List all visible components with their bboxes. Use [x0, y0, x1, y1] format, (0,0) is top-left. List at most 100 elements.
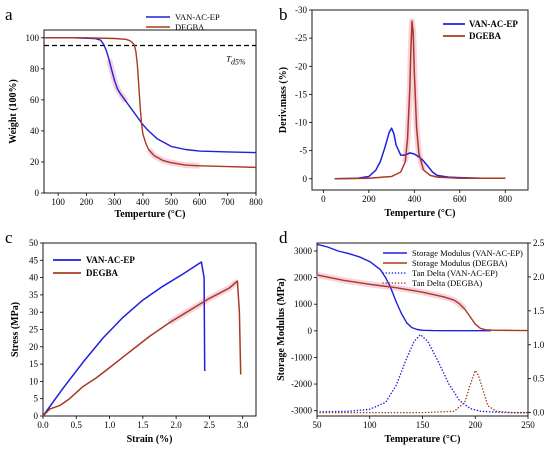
legend-label-a-1: DEGBA: [175, 22, 205, 32]
series-line-d-tan-delta-degba-: [316, 369, 529, 414]
x-tick-label-a: 500: [164, 197, 178, 207]
x-tick-label-a: 100: [51, 197, 65, 207]
legend-label-d-1: Storage Modulus (DEGBA): [412, 258, 508, 268]
y-axis-title-b: Deriv.mass (%): [278, 67, 289, 133]
panel-label-a: a: [5, 5, 13, 24]
y-tick-label-a: 20: [30, 157, 40, 167]
x-tick-label-c: 1.0: [104, 420, 116, 430]
x-tick-label-c: 2.0: [171, 420, 183, 430]
axes-frame-b: [311, 9, 529, 191]
x-tick-label-b: 0: [321, 194, 326, 204]
y-tick-label-b: 0: [303, 174, 308, 184]
x-tick-label-c: 0.0: [37, 420, 49, 430]
axes-frame-c: [42, 242, 257, 417]
y-tick-label-a: 0: [35, 188, 40, 198]
x-tick-label-d: 250: [521, 420, 535, 430]
x-tick-label-a: 300: [108, 197, 122, 207]
y-tick-label-b: -30: [295, 5, 307, 15]
panel-label-d: d: [279, 228, 288, 247]
y-tick-label-c: 5: [34, 394, 39, 404]
x-tick-label-d: 100: [363, 420, 377, 430]
y-tick-label-c: 20: [29, 342, 39, 352]
y-tick-label-c: 35: [29, 290, 39, 300]
x-tick-label-a: 600: [193, 197, 207, 207]
x-axis-title-d: Temperature (°C): [385, 434, 461, 445]
y2-tick-label-d: 2.0: [533, 272, 545, 282]
series-highlight-b: [402, 18, 427, 171]
x-tick-label-a: 700: [221, 197, 235, 207]
y-axis-title-c: Stress (MPa): [10, 302, 21, 357]
legend-label-a-0: VAN-AC-EP: [175, 12, 220, 22]
x-axis-title-b: Temperture (°C): [385, 208, 456, 219]
chart-panel-d: 50 100 150 200 250 -3000 -2000 -1000 0 1000 2000 30…: [276, 238, 545, 445]
x-tick-label-b: 400: [408, 194, 422, 204]
y-tick-label-b: -25: [295, 33, 307, 43]
x-axis-title-c: Strain (%): [127, 434, 173, 445]
x-tick-label-c: 3.0: [237, 420, 249, 430]
legend-label-d-2: Tan Delta (VAN-AC-EP): [412, 268, 498, 278]
y-tick-label-c: 10: [29, 376, 39, 386]
y-tick-label-b: -10: [295, 118, 307, 128]
y-tick-label-b: -20: [295, 61, 307, 71]
legend-label-c-0: VAN-AC-EP: [86, 255, 135, 265]
y-tick-label-c: 25: [29, 325, 39, 335]
x-tick-label-b: 200: [362, 194, 376, 204]
y-tick-label-c: 0: [34, 411, 39, 421]
series-line-d-storage-modulus-degba-: [316, 274, 529, 332]
panel-label-c: c: [5, 228, 13, 247]
y-tick-label-d: -3000: [291, 406, 312, 416]
y-tick-label-d: 2000: [294, 273, 313, 283]
y-tick-label-a: 80: [30, 64, 40, 74]
y-tick-label-a: 40: [30, 126, 40, 136]
y-tick-label-b: -5: [300, 146, 308, 156]
x-axis-title-a: Temperture (°C): [115, 209, 186, 220]
legend-label-b-1: DGEBA: [469, 31, 502, 41]
y-tick-label-d: 3000: [294, 246, 313, 256]
legend-label-c-1: DEGBA: [86, 268, 119, 278]
series-highlight-a: [106, 58, 129, 104]
chart-panel-b: 0 200 400 600 800 0 -5 -10 -15 -20 -25 -30 Tempertur…: [278, 5, 529, 219]
x-tick-label-a: 400: [136, 197, 150, 207]
y-tick-label-a: 100: [26, 33, 40, 43]
series-line-c-degba: [42, 280, 242, 417]
series-line-c-van-ac-ep: [42, 261, 206, 417]
y-tick-label-d: 0: [308, 326, 313, 336]
x-tick-label-d: 150: [416, 420, 430, 430]
x-tick-label-c: 1.5: [137, 420, 149, 430]
y-tick-label-c: 30: [29, 307, 39, 317]
y2-tick-label-d: 0.0: [533, 408, 545, 418]
annotation-subscript: d5%: [231, 58, 246, 67]
y2-tick-label-d: 1.0: [533, 340, 545, 350]
legend-label-d-0: Storage Modulus (VAN-AC-EP): [412, 248, 523, 258]
y-tick-label-c: 15: [29, 359, 39, 369]
y-tick-label-c: 45: [29, 255, 39, 265]
x-tick-label-d: 50: [313, 420, 323, 430]
y-tick-label-d: 1000: [294, 299, 313, 309]
y2-tick-label-d: 0.5: [533, 374, 545, 384]
y-tick-label-d: -1000: [291, 352, 312, 362]
y-tick-label-b: -15: [295, 89, 307, 99]
x-tick-label-a: 200: [80, 197, 94, 207]
x-tick-label-c: 2.5: [204, 420, 216, 430]
y-tick-label-d: -2000: [291, 379, 312, 389]
annotation-td5: Td5%: [226, 54, 246, 67]
chart-panel-a: 100 200 300 400 500 600 700 800 0 20 40 60 80 100 Temp…: [8, 12, 263, 220]
legend-label-d-3: Tan Delta (DEGBA): [412, 278, 482, 288]
chart-panel-c: 0.0 0.5 1.0 1.5 2.0 2.5 3.0 0 5 10 15 20 25 30 35 40 45 5…: [10, 238, 257, 445]
y-tick-label-c: 40: [29, 273, 39, 283]
series-line-b-dgeba: [334, 20, 506, 180]
panel-label-b: b: [279, 5, 288, 24]
y-axis-title-d: Storage Modulus (MPa): [276, 278, 287, 381]
y-axis-title-a: Weight (100%): [8, 79, 19, 144]
series-line-d-storage-modulus-van-ac-ep-: [316, 243, 492, 332]
y2-tick-label-d: 2.5: [533, 238, 545, 248]
x-tick-label-d: 200: [469, 420, 483, 430]
series-line-a-van-ac-ep: [44, 37, 257, 154]
y-tick-label-a: 60: [30, 95, 40, 105]
x-tick-label-b: 600: [453, 194, 467, 204]
y-tick-label-c: 50: [29, 238, 39, 248]
x-tick-label-c: 0.5: [71, 420, 83, 430]
axes-frame-a: [43, 29, 257, 194]
series-line-a-degba: [44, 37, 257, 169]
